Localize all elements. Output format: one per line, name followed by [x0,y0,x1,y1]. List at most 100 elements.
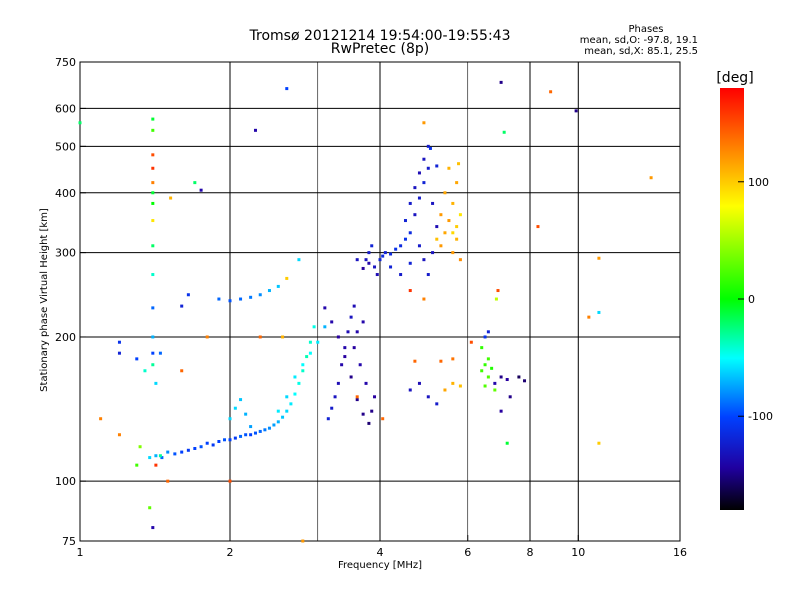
data-point [408,261,412,265]
data-point [431,201,435,205]
data-point [426,166,430,170]
data-point [340,363,344,367]
data-point [228,479,232,483]
data-point [199,445,203,449]
data-point [158,454,162,458]
data-point [505,378,509,382]
data-point [312,325,316,329]
data-point [455,237,459,241]
data-point [239,434,243,438]
data-point [597,256,601,260]
data-point [352,346,356,350]
data-point [417,196,421,200]
data-point [349,315,353,319]
data-point [258,429,262,433]
data-point [408,388,412,392]
data-point [343,346,347,350]
chart-title: Tromsø 20121214 19:54:00-19:55:43 [249,28,511,44]
data-point [333,395,337,399]
data-point [355,258,359,262]
y-tick-label: 500 [55,140,76,153]
data-point [258,335,262,339]
data-point [496,289,500,293]
data-point [301,539,305,543]
data-point [413,186,417,190]
data-point [244,433,248,437]
data-point [293,375,297,379]
data-point [355,398,359,402]
data-point [451,201,455,205]
data-point [426,144,430,148]
data-point [422,157,426,161]
data-point [135,357,139,361]
data-point [253,431,257,435]
x-axis-ticks: 1 2 4 6 8 10 16 [77,535,687,559]
data-point [490,366,494,370]
data-point [352,304,356,308]
data-point [297,381,301,385]
x-tick-label: 4 [377,546,384,559]
data-point [358,363,362,367]
data-point [458,384,462,388]
y-axis-ticks: 75 100 200 300 400 500 600 750 [55,56,86,548]
data-point [308,340,312,344]
data-point [499,80,503,84]
data-points [78,80,653,543]
data-point [151,351,155,355]
data-point [158,351,162,355]
data-point [458,213,462,217]
y-tick-label: 300 [55,247,76,260]
data-point [285,276,289,280]
data-point [151,153,155,157]
data-point [148,456,152,460]
data-point [367,261,371,265]
data-point [422,121,426,125]
data-point [361,320,365,324]
data-point [301,363,305,367]
grid-lines [80,62,680,541]
data-point [99,417,103,421]
data-point [469,340,473,344]
data-point [378,258,382,262]
data-point [78,121,82,125]
data-point [443,388,447,392]
data-point [431,251,435,255]
data-point [151,273,155,277]
data-point [505,441,509,445]
data-point [336,335,340,339]
data-point [499,375,503,379]
data-point [549,90,553,94]
data-point [117,351,121,355]
data-point [493,381,497,385]
data-point [408,231,412,235]
data-point [305,355,309,359]
data-point [272,423,276,427]
data-point [508,395,512,399]
data-point [343,355,347,359]
data-point [276,409,280,413]
data-point [151,128,155,132]
data-point [499,409,503,413]
data-point [574,109,578,113]
data-point [413,213,417,217]
data-point [417,244,421,248]
data-point [383,251,387,255]
data-point [173,452,177,456]
data-point [253,128,257,132]
data-point [447,166,451,170]
data-point [439,213,443,217]
data-point [486,357,490,361]
x-tick-label: 16 [673,546,687,559]
data-point [502,130,506,134]
data-point [330,406,334,410]
data-point [439,244,443,248]
data-point [199,188,203,192]
data-point [154,463,158,467]
data-point [336,381,340,385]
data-point [355,395,359,399]
data-point [451,381,455,385]
data-point [151,219,155,223]
data-point [483,363,487,367]
data-point [367,251,371,255]
